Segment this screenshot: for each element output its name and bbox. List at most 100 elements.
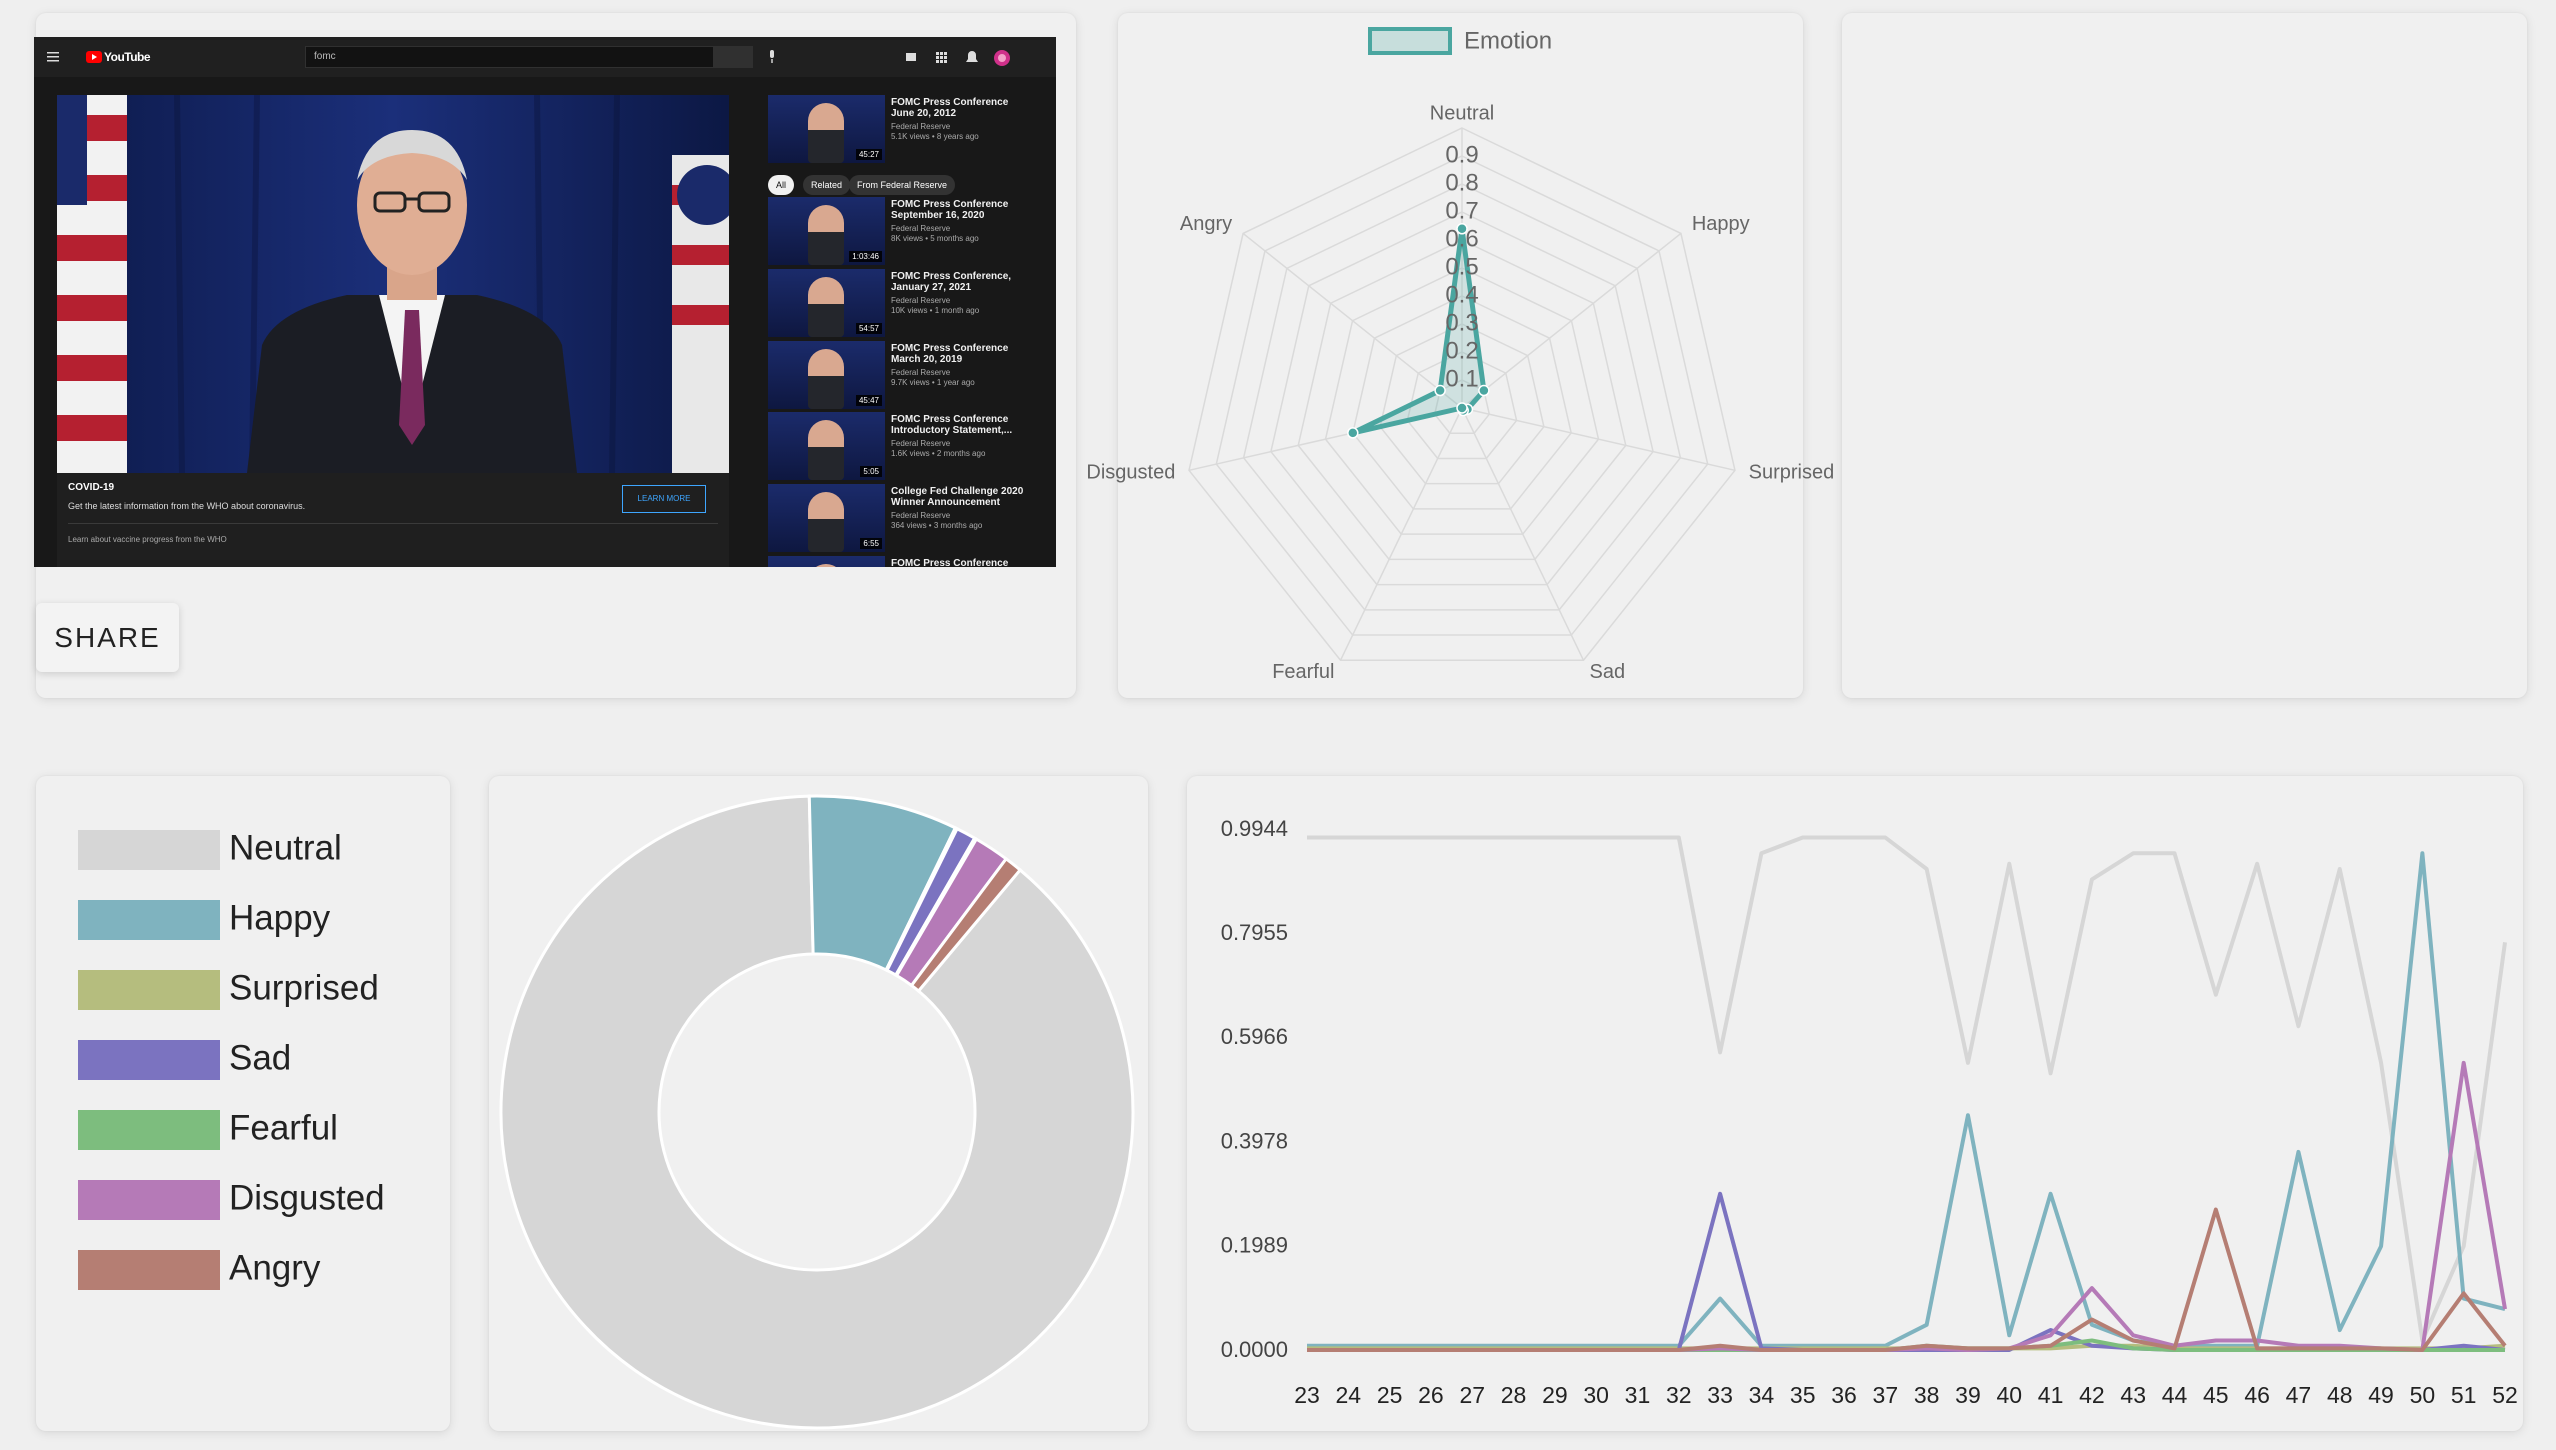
doughnut-slice xyxy=(909,856,1023,994)
x-tick-label: 38 xyxy=(1914,1382,1940,1408)
sidebar-item[interactable]: 54:57 FOMC Press Conference, January 27, … xyxy=(747,269,1056,339)
radar-point xyxy=(1456,223,1468,235)
line-panel xyxy=(1187,776,2523,1431)
x-tick-label: 33 xyxy=(1707,1382,1733,1408)
thumbnail-figure xyxy=(808,205,844,265)
x-tick-label: 45 xyxy=(2203,1382,2229,1408)
x-tick-label: 39 xyxy=(1955,1382,1981,1408)
banner-title: COVID-19 xyxy=(68,482,115,493)
radar-point xyxy=(1434,384,1446,397)
thumbnail-figure xyxy=(808,103,844,163)
thumbnail-figure xyxy=(808,349,844,409)
legend-swatch xyxy=(78,1250,220,1290)
x-tick-label: 36 xyxy=(1831,1382,1857,1408)
banner-link[interactable]: Learn about vaccine progress from the WH… xyxy=(68,535,227,544)
grid-ring xyxy=(1406,351,1518,460)
video-meta: 9.7K views • 1 year ago xyxy=(891,378,975,387)
search-button[interactable] xyxy=(713,46,753,68)
x-tick-label: 52 xyxy=(2492,1382,2518,1408)
thumbnail-figure xyxy=(808,420,844,480)
video-title: FOMC Press Conference xyxy=(891,558,1009,567)
duration: 54:57 xyxy=(855,323,882,334)
thumbnail: 45:27 xyxy=(768,95,885,163)
x-tick-label: 35 xyxy=(1790,1382,1816,1408)
video-title: FOMC Press Conference Introductory State… xyxy=(891,414,1013,436)
x-tick-label: 40 xyxy=(1996,1382,2022,1408)
x-tick-label: 31 xyxy=(1625,1382,1651,1408)
duration: 45:27 xyxy=(855,149,882,160)
tick-label: 0.9 xyxy=(1445,141,1478,168)
video-meta: 1.6K views • 2 months ago xyxy=(891,449,986,458)
grid-ring xyxy=(1215,155,1709,636)
legend-swatch xyxy=(78,970,220,1010)
channel: Federal Reserve xyxy=(891,224,951,233)
radar-point xyxy=(1456,402,1468,414)
share-button[interactable]: SHARE xyxy=(36,603,179,672)
x-tick-label: 51 xyxy=(2451,1382,2477,1408)
legend-swatch xyxy=(1368,27,1452,55)
legend-label: Disgusted xyxy=(229,1178,385,1217)
sidebar-item[interactable]: 45:27 FOMC Press Conference June 20, 2012… xyxy=(747,95,1056,165)
radar-point xyxy=(1347,427,1359,439)
y-tick-label: 0.1989 xyxy=(1221,1233,1288,1258)
x-tick-label: 29 xyxy=(1542,1382,1568,1408)
video-meta: 5.1K views • 8 years ago xyxy=(891,132,979,141)
series-line xyxy=(1307,835,2507,1343)
x-tick-label: 46 xyxy=(2244,1382,2270,1408)
x-tick-label: 30 xyxy=(1583,1382,1609,1408)
duration: 5:05 xyxy=(860,466,882,477)
x-tick-label: 27 xyxy=(1459,1382,1485,1408)
video-meta: 8K views • 5 months ago xyxy=(891,234,979,243)
radar-panel xyxy=(1118,13,1803,698)
x-tick-label: 37 xyxy=(1873,1382,1899,1408)
sidebar-item[interactable]: 45:47 FOMC Press Conference March 20, 201… xyxy=(747,341,1056,411)
thumbnail xyxy=(768,556,885,567)
series-line xyxy=(1307,851,2506,1348)
legend-label: Happy xyxy=(229,898,331,937)
thumbnail-figure xyxy=(808,564,844,567)
mic-icon[interactable] xyxy=(766,49,778,65)
x-tick-label: 32 xyxy=(1666,1382,1692,1408)
search-box[interactable]: fomc xyxy=(305,46,714,68)
x-tick-label: 50 xyxy=(2410,1382,2436,1408)
empty-panel xyxy=(1842,13,2527,698)
sidebar-item[interactable]: 1:03:46 FOMC Press Conference September 1… xyxy=(747,197,1056,267)
logo-text: YouTube xyxy=(104,50,151,64)
channel: Federal Reserve xyxy=(891,511,951,520)
filter-chip[interactable]: From Federal Reserve xyxy=(849,175,956,195)
banner-button[interactable]: LEARN MORE xyxy=(622,485,706,513)
legend-label: Fearful xyxy=(229,1108,338,1147)
sidebar-item[interactable]: 5:05 FOMC Press Conference Introductory S… xyxy=(747,412,1056,482)
series-line xyxy=(1307,1060,2507,1352)
channel: Federal Reserve xyxy=(891,296,951,305)
tick-label: 0.1 xyxy=(1445,365,1478,392)
video-title: FOMC Press Conference, January 27, 2021 xyxy=(891,271,1012,293)
filter-chip[interactable]: Related xyxy=(803,175,851,195)
axis-label: Surprised xyxy=(1749,462,1835,484)
legend-swatch xyxy=(78,1110,220,1150)
header-icons xyxy=(906,50,1010,66)
grid-ring xyxy=(1188,127,1736,662)
sidebar-item[interactable]: 6:55 College Fed Challenge 2020 Winner An… xyxy=(747,484,1056,554)
filter-chip[interactable]: All xyxy=(768,175,795,195)
tick-label: 0.3 xyxy=(1445,309,1478,336)
x-tick-label: 43 xyxy=(2120,1382,2146,1408)
duration: 6:55 xyxy=(860,538,882,549)
x-tick-label: 42 xyxy=(2079,1382,2105,1408)
grid-ring xyxy=(1270,211,1654,586)
info-banner: COVID-19 Get the latest information from… xyxy=(57,473,729,567)
sidebar-item[interactable]: FOMC Press Conference xyxy=(747,556,1056,567)
spoke xyxy=(1461,232,1682,409)
legend-swatch xyxy=(78,830,220,870)
y-tick-label: 0.9944 xyxy=(1221,816,1288,841)
x-tick-label: 44 xyxy=(2162,1382,2188,1408)
legend-swatch xyxy=(78,900,220,940)
channel: Federal Reserve xyxy=(891,122,951,131)
video-frame xyxy=(57,95,729,473)
video-title: College Fed Challenge 2020 Winner Announ… xyxy=(891,486,1024,508)
y-tick-label: 0.7955 xyxy=(1221,920,1288,945)
y-tick-label: 0.3978 xyxy=(1221,1128,1288,1153)
x-tick-label: 34 xyxy=(1749,1382,1775,1408)
grid-ring xyxy=(1351,295,1573,510)
